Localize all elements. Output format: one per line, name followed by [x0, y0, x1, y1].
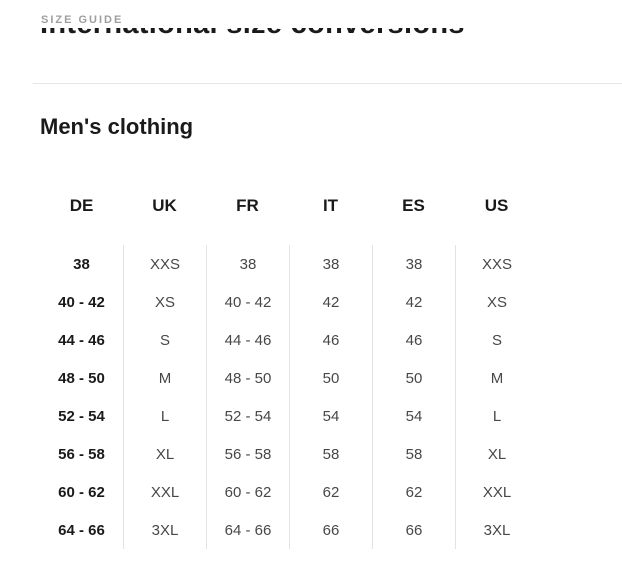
table-cell: M — [455, 359, 538, 397]
table-cell: L — [123, 397, 206, 435]
table-cell: XL — [123, 435, 206, 473]
table-cell: XS — [123, 283, 206, 321]
table-cell: 66 — [372, 511, 455, 549]
table-cell: 62 — [289, 473, 372, 511]
divider — [33, 83, 622, 84]
table-cell: 3XL — [455, 511, 538, 549]
table-cell: XS — [455, 283, 538, 321]
table-cell: S — [455, 321, 538, 359]
table-cell: 46 — [372, 321, 455, 359]
table-cell: 42 — [372, 283, 455, 321]
column-header-fr: FR — [236, 196, 259, 215]
table-cell: 60 - 62 — [58, 483, 105, 501]
table-cell: 48 - 50 — [206, 359, 289, 397]
table-cell: XXL — [123, 473, 206, 511]
table-cell: 38 — [372, 245, 455, 283]
table-cell: 52 - 54 — [58, 407, 105, 425]
table-cell: 60 - 62 — [206, 473, 289, 511]
table-cell: 58 — [289, 435, 372, 473]
table-cell: 40 - 42 — [206, 283, 289, 321]
table-cell: 62 — [372, 473, 455, 511]
section-heading-mens-clothing: Men's clothing — [40, 114, 194, 139]
column-header-us: US — [484, 196, 509, 215]
column-header-de: DE — [69, 196, 94, 215]
column-header-it: IT — [322, 196, 339, 215]
table-cell: 58 — [372, 435, 455, 473]
table-cell: L — [455, 397, 538, 435]
table-cell: XXS — [123, 245, 206, 283]
size-conversion-table: DE UK FR IT ES US 38 XXS 38 38 38 XXS 40 - 42 XS 40 -… — [40, 186, 538, 549]
table-cell: 64 - 66 — [58, 521, 105, 539]
table-cell: XL — [455, 435, 538, 473]
table-cell: 50 — [289, 359, 372, 397]
table-cell: S — [123, 321, 206, 359]
table-cell: 52 - 54 — [206, 397, 289, 435]
table-cell: 3XL — [123, 511, 206, 549]
table-cell: XXS — [455, 245, 538, 283]
sticky-header-bar: SIZE GUIDE — [0, 0, 622, 28]
table-cell: 64 - 66 — [206, 511, 289, 549]
table-cell: 40 - 42 — [58, 293, 105, 311]
table-cell: 38 — [289, 245, 372, 283]
table-cell: 54 — [372, 397, 455, 435]
size-guide-label: SIZE GUIDE — [41, 14, 124, 26]
table-cell: 54 — [289, 397, 372, 435]
table-cell: 44 - 46 — [206, 321, 289, 359]
table-header-row: DE UK FR IT ES US — [40, 186, 538, 226]
table-cell: 66 — [289, 511, 372, 549]
table-cell: XXL — [455, 473, 538, 511]
table-cell: 38 — [206, 245, 289, 283]
table-cell: 44 - 46 — [58, 331, 105, 349]
table-cell: 42 — [289, 283, 372, 321]
table-cell: 50 — [372, 359, 455, 397]
table-body: 38 XXS 38 38 38 XXS 40 - 42 XS 40 - 42 42 42 XS 44 -… — [40, 245, 538, 549]
table-cell: 46 — [289, 321, 372, 359]
table-cell: 38 — [73, 255, 90, 273]
column-header-uk: UK — [152, 196, 177, 215]
table-cell: M — [123, 359, 206, 397]
table-cell: 48 - 50 — [58, 369, 105, 387]
table-cell: 56 - 58 — [206, 435, 289, 473]
table-cell: 56 - 58 — [58, 445, 105, 463]
column-header-es: ES — [402, 196, 425, 215]
